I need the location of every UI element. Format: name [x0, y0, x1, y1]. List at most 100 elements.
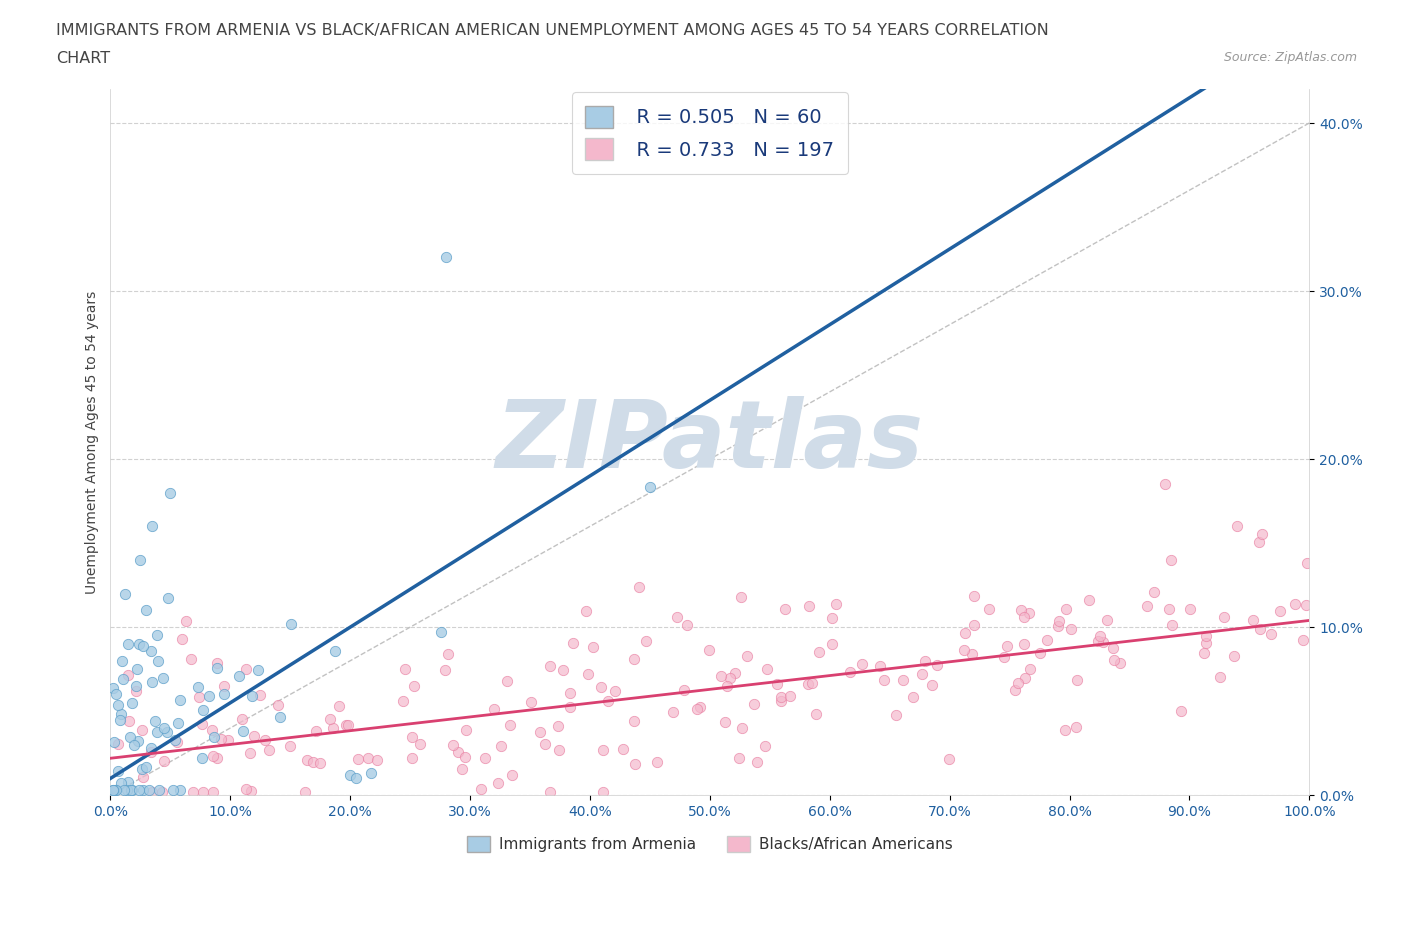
Point [249, 688, 271, 703]
Point [135, 759, 157, 774]
Point [118, 729, 141, 744]
Point [1060, 622, 1083, 637]
Point [534, 737, 557, 751]
Point [551, 662, 574, 677]
Point [202, 784, 225, 799]
Point [627, 580, 650, 595]
Point [1109, 656, 1132, 671]
Point [103, 735, 125, 750]
Point [962, 589, 984, 604]
Point [429, 624, 451, 639]
Point [728, 751, 751, 765]
Point [127, 734, 149, 749]
Point [112, 671, 135, 686]
Point [995, 638, 1018, 653]
Point [547, 743, 569, 758]
Point [121, 696, 143, 711]
Point [839, 665, 862, 680]
Point [278, 739, 301, 754]
Point [336, 718, 359, 733]
Point [108, 712, 131, 727]
Point [450, 762, 472, 777]
Point [1178, 602, 1201, 617]
Point [1054, 602, 1077, 617]
Point [402, 678, 425, 693]
Point [662, 705, 685, 720]
Point [910, 667, 932, 682]
Point [257, 743, 280, 758]
Point [773, 602, 796, 617]
Point [308, 756, 330, 771]
Point [124, 737, 146, 752]
Point [1192, 645, 1215, 660]
Point [735, 648, 758, 663]
Point [187, 680, 209, 695]
Point [159, 485, 181, 500]
Point [952, 643, 974, 658]
Point [769, 694, 792, 709]
Point [1087, 633, 1109, 648]
Point [146, 724, 169, 739]
Point [686, 702, 709, 717]
Point [247, 663, 270, 678]
Point [724, 666, 747, 681]
Point [801, 675, 824, 690]
Point [807, 644, 830, 659]
Point [139, 644, 162, 658]
Point [152, 721, 174, 736]
Point [205, 751, 228, 765]
Point [125, 662, 148, 677]
Point [575, 604, 598, 618]
Point [132, 639, 155, 654]
Point [148, 783, 170, 798]
Text: Source: ZipAtlas.com: Source: ZipAtlas.com [1223, 51, 1357, 64]
Point [437, 647, 460, 662]
Point [295, 752, 318, 767]
Point [540, 659, 562, 674]
Point [645, 755, 668, 770]
Point [1088, 629, 1111, 644]
Point [117, 668, 139, 683]
Point [254, 733, 277, 748]
Point [665, 609, 688, 624]
Point [1102, 641, 1125, 656]
Point [115, 783, 138, 798]
Point [710, 669, 733, 684]
Point [267, 698, 290, 712]
Point [335, 717, 357, 732]
Point [673, 683, 696, 698]
Point [1161, 618, 1184, 632]
Point [101, 783, 124, 798]
Point [104, 783, 127, 798]
Text: IMMIGRANTS FROM ARMENIA VS BLACK/AFRICAN AMERICAN UNEMPLOYMENT AMONG AGES 45 TO : IMMIGRANTS FROM ARMENIA VS BLACK/AFRICAN… [56, 23, 1049, 38]
Point [756, 662, 779, 677]
Point [520, 695, 543, 710]
Point [884, 707, 907, 722]
Point [1092, 635, 1115, 650]
Point [103, 783, 125, 798]
Point [623, 652, 645, 667]
Point [938, 751, 960, 766]
Point [1209, 670, 1232, 684]
Point [612, 741, 634, 756]
Point [132, 783, 155, 798]
Point [624, 757, 647, 772]
Point [953, 625, 976, 640]
Point [212, 686, 235, 701]
Point [638, 479, 661, 494]
Point [1135, 599, 1157, 614]
Point [824, 596, 846, 611]
Point [697, 643, 720, 658]
Point [141, 740, 163, 755]
Point [132, 770, 155, 785]
Point [101, 681, 124, 696]
Point [191, 717, 214, 732]
Point [322, 721, 344, 736]
Point [235, 661, 257, 676]
Point [993, 650, 1015, 665]
Point [170, 631, 193, 646]
Point [269, 710, 291, 724]
Y-axis label: Unemployment Among Ages 45 to 54 years: Unemployment Among Ages 45 to 54 years [86, 291, 100, 594]
Point [401, 751, 423, 765]
Point [730, 590, 752, 604]
